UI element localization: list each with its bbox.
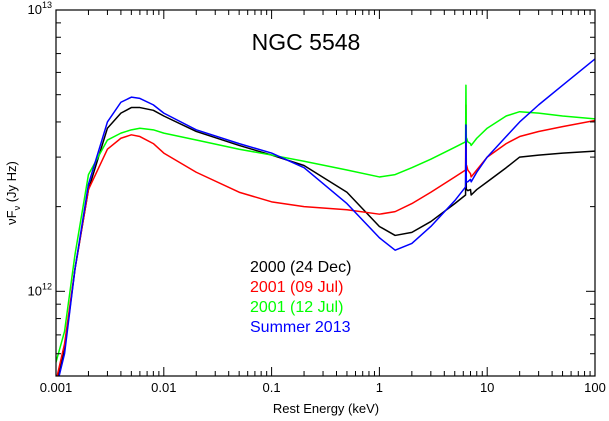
y-tick-label-exponent: 13 [42,0,52,10]
series-line-2 [56,104,595,376]
chart-title: NGC 5548 [252,29,361,55]
y-axis-title-subscript: ν [12,205,22,210]
x-tick-label: 10 [480,380,494,395]
x-axis-title: Rest Energy (keV) [273,401,379,416]
y-tick-label-exponent: 12 [42,281,52,291]
y-tick-label-base: 10 [28,283,42,298]
svg-text:νFν (Jy Hz): νFν (Jy Hz) [4,161,22,225]
legend-label-2: 2001 (09 Jul) [250,279,343,296]
x-tick-label: 0.1 [263,380,281,395]
legend-label-3: 2001 (12 Jul) [250,299,343,316]
x-tick-label: 100 [584,380,606,395]
legend-label-4: Summer 2013 [250,319,351,336]
series-line-3 [56,84,595,363]
y-tick-label: 1013 [28,0,52,17]
plot-frame [55,9,596,377]
series-layer [56,58,595,376]
y-tick-label-base: 10 [28,2,42,17]
y-tick-label: 1012 [28,281,52,298]
series-line-4 [58,58,595,376]
y-axis-title-main: νF [4,210,19,225]
y-axis-title-unit: (Jy Hz) [4,161,19,202]
legend-label-1: 2000 (24 Dec) [250,259,351,276]
x-tick-label: 0.001 [40,380,73,395]
legend: 2000 (24 Dec) 2001 (09 Jul) 2001 (12 Jul) S… [250,259,351,336]
x-tick-label: 1 [376,380,383,395]
y-axis-title: νFν (Jy Hz) [4,161,22,225]
x-tick-label: 0.01 [151,380,176,395]
series-line-1 [57,106,595,376]
